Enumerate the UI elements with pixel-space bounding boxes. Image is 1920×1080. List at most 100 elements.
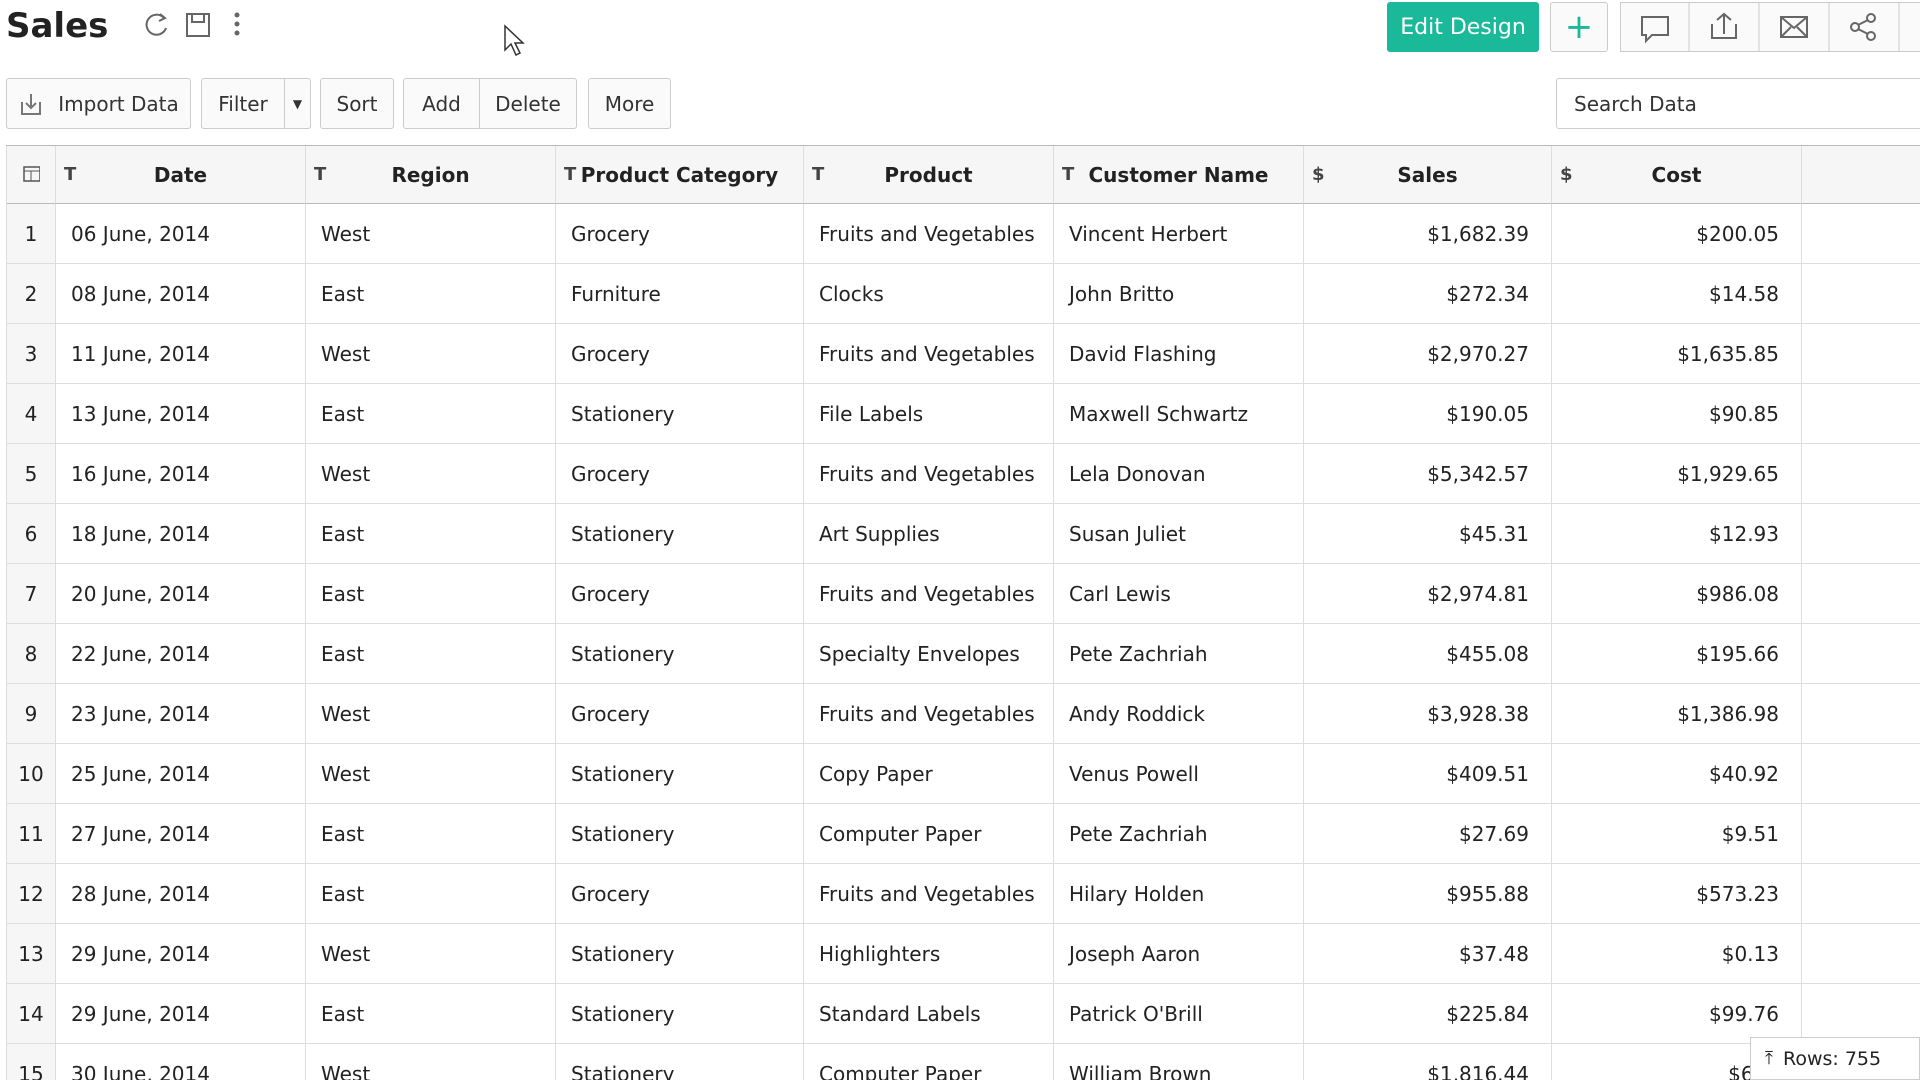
filter-button[interactable]: Filter <box>201 78 285 129</box>
type-icon: $ <box>1560 164 1573 185</box>
table-cell: John Britto <box>1054 264 1304 324</box>
table-cell: 13 June, 2014 <box>56 384 306 444</box>
more-button[interactable]: More <box>588 78 671 129</box>
column-header: Cost $ <box>1552 146 1802 204</box>
table-cell: Computer Paper <box>804 1044 1054 1080</box>
table-cell: $200.05 <box>1552 204 1802 264</box>
table-cell: Fruits and Vegetables <box>804 564 1054 624</box>
table-cell: 27 June, 2014 <box>56 804 306 864</box>
table-cell: $455.08 <box>1304 624 1552 684</box>
column-header: Product Category T <box>556 146 804 204</box>
table-cell: $190.05 <box>1304 384 1552 444</box>
column-header: Sales $ <box>1304 146 1552 204</box>
column-header: Customer Name T <box>1054 146 1304 204</box>
table-cell: $1,682.39 <box>1304 204 1552 264</box>
table-cell: $1,635.85 <box>1552 324 1802 384</box>
table-cell: 11 June, 2014 <box>56 324 306 384</box>
table-cell: $986.08 <box>1552 564 1802 624</box>
row-number: 5 <box>7 444 56 504</box>
row-filler <box>1802 324 1920 384</box>
table-cell: $37.48 <box>1304 924 1552 984</box>
table-cell: 18 June, 2014 <box>56 504 306 564</box>
filter-dropdown[interactable]: ▼ <box>284 78 311 129</box>
table-cell: 29 June, 2014 <box>56 984 306 1044</box>
add-row-button[interactable]: Add <box>403 78 480 129</box>
table-cell: East <box>306 864 556 924</box>
type-icon: T <box>1062 164 1075 185</box>
table-cell: $955.88 <box>1304 864 1552 924</box>
table-cell: William Brown <box>1054 1044 1304 1080</box>
table-cell: 23 June, 2014 <box>56 684 306 744</box>
search-input[interactable]: Search Data <box>1556 78 1920 129</box>
table-cell: Computer Paper <box>804 804 1054 864</box>
row-number: 8 <box>7 624 56 684</box>
title-icons[interactable] <box>140 10 250 44</box>
row-number: 11 <box>7 804 56 864</box>
action-icons[interactable] <box>1620 2 1920 52</box>
header-corner <box>7 146 56 204</box>
row-filler <box>1802 444 1920 504</box>
table-cell: Stationery <box>556 504 804 564</box>
import-data-button[interactable]: Import Data <box>6 78 191 129</box>
table-cell: East <box>306 264 556 324</box>
delete-button[interactable]: Delete <box>479 78 577 129</box>
table-cell: Stationery <box>556 804 804 864</box>
table-cell: East <box>306 504 556 564</box>
table-cell: East <box>306 384 556 444</box>
import-icon <box>21 93 42 115</box>
table-cell: East <box>306 984 556 1044</box>
table-cell: Specialty Envelopes <box>804 624 1054 684</box>
table-cell: $27.69 <box>1304 804 1552 864</box>
table-cell: Vincent Herbert <box>1054 204 1304 264</box>
table-cell: $1,929.65 <box>1552 444 1802 504</box>
table-cell: West <box>306 1044 556 1080</box>
table-cell: Carl Lewis <box>1054 564 1304 624</box>
row-filler <box>1802 864 1920 924</box>
table-cell: $225.84 <box>1304 984 1552 1044</box>
table-cell: 22 June, 2014 <box>56 624 306 684</box>
table-cell: David Flashing <box>1054 324 1304 384</box>
table-cell: Fruits and Vegetables <box>804 204 1054 264</box>
table-cell: Fruits and Vegetables <box>804 324 1054 384</box>
rows-count-box: ⤒ Rows: 755 <box>1750 1037 1920 1080</box>
row-number: 15 <box>7 1044 56 1080</box>
row-number: 1 <box>7 204 56 264</box>
row-filler <box>1802 684 1920 744</box>
table-cell: Patrick O'Brill <box>1054 984 1304 1044</box>
page-title: Sales <box>6 6 109 46</box>
table-cell: 30 June, 2014 <box>56 1044 306 1080</box>
table-cell: West <box>306 444 556 504</box>
column-header: Date T <box>56 146 306 204</box>
row-number: 2 <box>7 264 56 324</box>
row-number: 3 <box>7 324 56 384</box>
table-cell: Stationery <box>556 744 804 804</box>
table-cell: $0.13 <box>1552 924 1802 984</box>
rows-count: Rows: 755 <box>1782 1047 1882 1070</box>
table-cell: Pete Zachriah <box>1054 624 1304 684</box>
type-icon: $ <box>1312 164 1325 185</box>
table-cell: $40.92 <box>1552 744 1802 804</box>
columns-icon[interactable] <box>22 165 40 185</box>
table-cell: Grocery <box>556 684 804 744</box>
table-cell: East <box>306 804 556 864</box>
row-filler <box>1802 744 1920 804</box>
edit-design-button[interactable]: Edit Design <box>1387 2 1539 52</box>
table-cell: $195.66 <box>1552 624 1802 684</box>
row-number: 14 <box>7 984 56 1044</box>
table-cell: Art Supplies <box>804 504 1054 564</box>
table-cell: $1,386.98 <box>1552 684 1802 744</box>
row-filler <box>1802 384 1920 444</box>
table-cell: Standard Labels <box>804 984 1054 1044</box>
add-button[interactable]: + <box>1550 2 1608 52</box>
sort-button[interactable]: Sort <box>320 78 394 129</box>
table-cell: Lela Donovan <box>1054 444 1304 504</box>
table-cell: Clocks <box>804 264 1054 324</box>
row-filler <box>1802 504 1920 564</box>
table-cell: $12.93 <box>1552 504 1802 564</box>
table-cell: West <box>306 684 556 744</box>
table-cell: $573.23 <box>1552 864 1802 924</box>
table-cell: Stationery <box>556 384 804 444</box>
table-cell: File Labels <box>804 384 1054 444</box>
table-cell: Hilary Holden <box>1054 864 1304 924</box>
table-cell: Stationery <box>556 1044 804 1080</box>
